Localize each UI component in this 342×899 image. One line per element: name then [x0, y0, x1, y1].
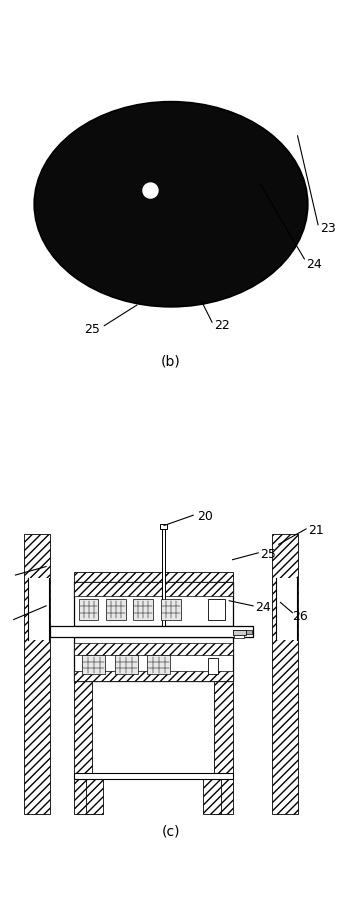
Bar	[133, 599, 153, 619]
Bar	[208, 599, 225, 619]
Bar	[82, 655, 105, 674]
Bar	[24, 534, 50, 814]
Text: 24: 24	[255, 601, 271, 614]
Text: (b): (b)	[161, 354, 181, 369]
Bar	[86, 777, 103, 814]
Text: 20: 20	[197, 511, 212, 523]
Bar	[74, 627, 92, 814]
Circle shape	[143, 183, 158, 198]
Bar	[147, 655, 170, 674]
Text: 26: 26	[292, 610, 308, 623]
Bar	[276, 578, 297, 640]
Bar	[203, 777, 221, 814]
Bar	[162, 527, 165, 627]
Text: 21: 21	[308, 524, 324, 537]
Text: 23: 23	[320, 222, 336, 235]
Bar	[208, 658, 218, 673]
Bar	[74, 636, 233, 681]
Bar	[74, 671, 233, 681]
Bar	[79, 599, 98, 619]
Bar	[74, 572, 233, 582]
Ellipse shape	[34, 102, 308, 307]
Text: 25: 25	[84, 323, 100, 335]
Text: 22: 22	[214, 319, 229, 332]
Bar	[233, 630, 246, 635]
Text: 24: 24	[306, 258, 322, 271]
Bar	[106, 599, 126, 619]
Text: (c): (c)	[162, 824, 180, 839]
Bar	[272, 534, 298, 814]
Bar	[115, 655, 138, 674]
Bar	[246, 630, 252, 634]
Bar	[74, 773, 233, 779]
Text: 25: 25	[260, 548, 276, 561]
Bar	[74, 582, 233, 596]
Bar	[214, 627, 233, 814]
Bar	[160, 524, 167, 529]
Bar	[28, 578, 49, 640]
Bar	[74, 582, 233, 627]
Bar	[234, 635, 244, 638]
Bar	[161, 599, 181, 619]
Bar	[50, 627, 253, 636]
Bar	[74, 644, 233, 655]
